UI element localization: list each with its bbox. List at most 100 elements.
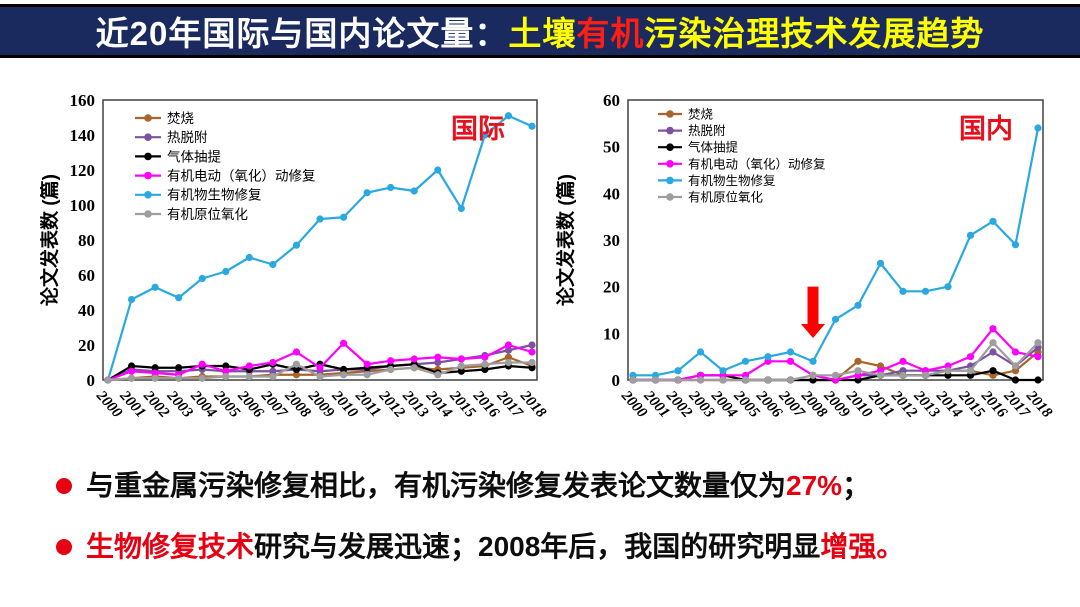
y-tick-label: 160 <box>70 91 96 110</box>
y-tick-label: 0 <box>612 371 621 390</box>
legend-marker <box>666 126 674 135</box>
series-point <box>899 371 907 379</box>
series-point <box>1011 362 1020 370</box>
series-point <box>764 376 772 384</box>
series-point <box>457 362 465 370</box>
legend-label: 焚烧 <box>167 111 194 126</box>
y-tick-label: 60 <box>603 91 620 110</box>
series-point <box>434 371 442 379</box>
series-point <box>876 259 885 267</box>
series-point <box>198 274 206 283</box>
series-point <box>339 371 348 379</box>
legend-marker <box>666 160 674 168</box>
series-point <box>457 204 465 213</box>
legend-label: 有机电动（氧化）动修复 <box>167 167 316 183</box>
title-highlight-group: 土壤有机污染治理技术发展趋势 <box>508 15 984 52</box>
legend-marker <box>144 191 152 199</box>
chart-international: 0 20 40 60 80 100 120 140 160 2000 2001 2002 2003 200… <box>40 84 580 466</box>
series-point <box>127 295 136 304</box>
series-point <box>127 367 136 375</box>
series-point <box>151 283 159 291</box>
series-point <box>899 287 907 295</box>
bullet-item-2: 生物修复技术研究与发展迅速；2008年后，我国的研究明显增强。 <box>56 527 1046 567</box>
series-point <box>316 364 324 372</box>
legend-label: 热脱附 <box>688 123 726 138</box>
series-point <box>854 357 862 365</box>
series-point <box>292 241 301 249</box>
y-tick-label: 50 <box>603 138 620 157</box>
series-point <box>1034 124 1042 132</box>
series-point <box>457 355 465 363</box>
series-point <box>387 357 395 365</box>
series-point <box>504 112 513 120</box>
chart-svg-国内: 0102030405060200020012002200320042005200… <box>556 91 1055 421</box>
series-point <box>809 357 817 365</box>
series-point <box>831 315 840 323</box>
series-point <box>944 367 952 375</box>
bullet-text: 与重金属污染修复相比，有机污染修复发表论文数量仅为27%； <box>86 466 870 506</box>
plot-frame <box>627 99 1044 381</box>
series-point <box>292 365 301 374</box>
series-point <box>809 371 817 379</box>
region-label: 国内 <box>959 114 1013 144</box>
series-point <box>222 267 230 276</box>
series-point <box>741 357 750 365</box>
series-point <box>1034 353 1042 361</box>
series-point <box>175 374 183 382</box>
series-point <box>410 355 418 363</box>
series-point <box>222 367 230 375</box>
series-point <box>387 183 395 192</box>
series-point <box>1034 376 1042 384</box>
series-point <box>481 353 489 361</box>
series-point <box>719 367 727 375</box>
series-point <box>504 341 513 349</box>
series-point <box>504 358 513 367</box>
bullet-text-segment: 27% <box>786 470 843 501</box>
title-prefix: 近20年国际与国内论文量： <box>95 15 509 52</box>
series-point <box>481 131 489 139</box>
series-point <box>696 376 705 384</box>
legend-label: 焚烧 <box>688 108 714 122</box>
plot-frame <box>102 99 538 381</box>
legend-label: 热脱附 <box>167 130 208 145</box>
series-point <box>151 374 159 382</box>
series-point <box>269 367 277 375</box>
series-point <box>175 294 183 302</box>
series-point <box>944 283 952 291</box>
series-point <box>316 372 324 381</box>
y-tick-label: 140 <box>70 126 96 145</box>
series-point <box>339 365 348 374</box>
series-point <box>696 348 705 356</box>
series-point <box>786 376 795 384</box>
series-point <box>854 301 862 309</box>
series-point <box>876 371 885 379</box>
series-point <box>151 369 159 377</box>
series-point <box>989 367 997 375</box>
series-point <box>292 371 301 379</box>
series-point <box>151 364 159 372</box>
series-point <box>674 367 682 375</box>
legend-label: 有机原位氧化 <box>688 190 764 205</box>
legend-label: 有机电动（氧化）动修复 <box>688 156 826 171</box>
series-point <box>528 358 536 367</box>
series-point <box>989 348 997 356</box>
series-point <box>651 376 660 384</box>
bullet-text: 生物修复技术研究与发展迅速；2008年后，我国的研究明显增强。 <box>86 527 904 567</box>
series-point <box>831 371 840 379</box>
series-point <box>222 362 230 370</box>
series-point <box>292 360 301 368</box>
series-point <box>764 353 772 361</box>
series-point <box>1034 339 1042 347</box>
series-point <box>989 217 997 225</box>
series-point <box>410 364 418 372</box>
series-point <box>410 187 418 195</box>
y-axis-title: 论文发表数 (篇) <box>40 174 61 306</box>
y-tick-label: 20 <box>603 278 620 297</box>
legend-label: 气体抽提 <box>688 140 739 155</box>
x-tick-label: 2011 <box>351 387 383 420</box>
legend-label: 有机物生物修复 <box>167 187 262 203</box>
bullet-dot-icon <box>56 478 72 494</box>
series-point <box>222 372 230 381</box>
legend-marker <box>666 193 674 201</box>
legend-marker <box>666 110 674 118</box>
